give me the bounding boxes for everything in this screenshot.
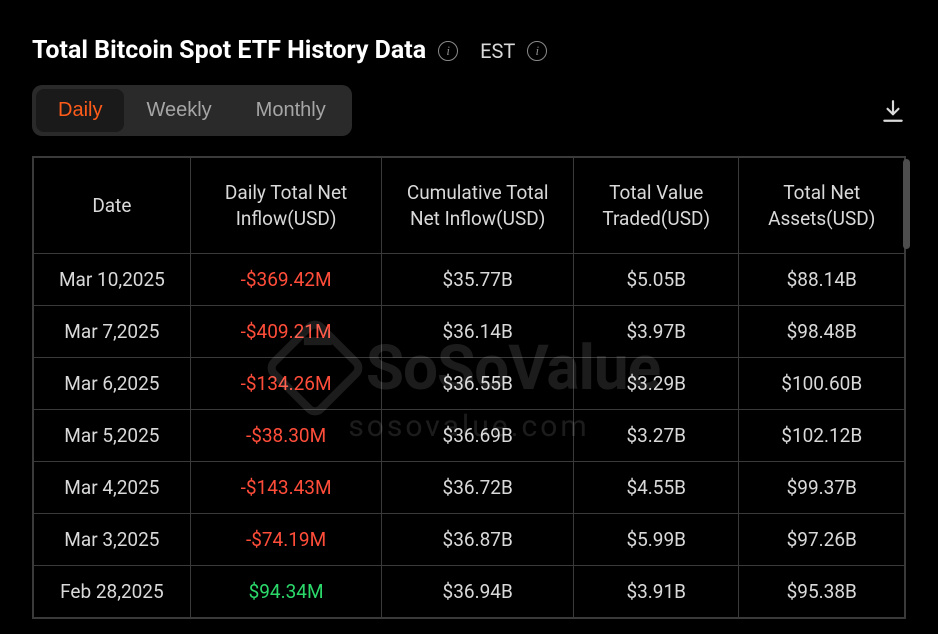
col-header: Daily Total Net Inflow(USD) — [190, 158, 382, 254]
table-row: Mar 6,2025-$134.26M$36.55B$3.29B$100.60B — [34, 358, 905, 410]
table-cell: $36.72B — [382, 462, 574, 514]
page-title: Total Bitcoin Spot ETF History Data — [32, 36, 426, 65]
table-cell: -$369.42M — [190, 254, 382, 306]
tab-monthly[interactable]: Monthly — [234, 89, 348, 132]
table-cell: Mar 6,2025 — [34, 358, 191, 410]
table-cell: -$143.43M — [190, 462, 382, 514]
table-row: Mar 7,2025-$409.21M$36.14B$3.97B$98.48B — [34, 306, 905, 358]
timezone-info-icon[interactable]: i — [527, 41, 547, 61]
table-cell: $4.55B — [573, 462, 738, 514]
table-cell: $100.60B — [739, 358, 905, 410]
col-header: Date — [34, 158, 191, 254]
table-cell: $94.34M — [190, 566, 382, 618]
table-body: Mar 10,2025-$369.42M$35.77B$5.05B$88.14B… — [34, 254, 905, 618]
table-cell: $3.29B — [573, 358, 738, 410]
table-row: Mar 3,2025-$74.19M$36.87B$5.99B$97.26B — [34, 514, 905, 566]
table-header-row: DateDaily Total Net Inflow(USD)Cumulativ… — [34, 158, 905, 254]
period-tabs: DailyWeeklyMonthly — [32, 85, 352, 136]
table-cell: $5.05B — [573, 254, 738, 306]
tab-weekly[interactable]: Weekly — [124, 89, 233, 132]
table-cell: -$409.21M — [190, 306, 382, 358]
table-cell: Mar 3,2025 — [34, 514, 191, 566]
col-header: Total Net Assets(USD) — [739, 158, 905, 254]
table-cell: $36.94B — [382, 566, 574, 618]
table-cell: Mar 4,2025 — [34, 462, 191, 514]
table-container: DateDaily Total Net Inflow(USD)Cumulativ… — [32, 156, 906, 619]
table-cell: -$38.30M — [190, 410, 382, 462]
info-icon[interactable]: i — [438, 41, 458, 61]
table-head: DateDaily Total Net Inflow(USD)Cumulativ… — [34, 158, 905, 254]
table-cell: $5.99B — [573, 514, 738, 566]
table-cell: $36.87B — [382, 514, 574, 566]
table-cell: $3.97B — [573, 306, 738, 358]
table-row: Mar 10,2025-$369.42M$35.77B$5.05B$88.14B — [34, 254, 905, 306]
etf-history-table: DateDaily Total Net Inflow(USD)Cumulativ… — [33, 157, 905, 618]
table-cell: $36.69B — [382, 410, 574, 462]
table-row: Mar 4,2025-$143.43M$36.72B$4.55B$99.37B — [34, 462, 905, 514]
table-cell: $98.48B — [739, 306, 905, 358]
table-cell: $88.14B — [739, 254, 905, 306]
tab-daily[interactable]: Daily — [36, 89, 124, 132]
table-cell: Mar 7,2025 — [34, 306, 191, 358]
table-cell: Mar 5,2025 — [34, 410, 191, 462]
table-row: Feb 28,2025$94.34M$36.94B$3.91B$95.38B — [34, 566, 905, 618]
table-cell: -$134.26M — [190, 358, 382, 410]
table-cell: -$74.19M — [190, 514, 382, 566]
col-header: Cumulative Total Net Inflow(USD) — [382, 158, 574, 254]
table-cell: $35.77B — [382, 254, 574, 306]
scrollbar-thumb[interactable] — [903, 159, 910, 249]
controls: DailyWeeklyMonthly — [0, 85, 938, 156]
table-cell: $36.14B — [382, 306, 574, 358]
timezone-label: EST — [480, 39, 515, 63]
download-icon — [880, 98, 906, 124]
download-button[interactable] — [880, 98, 906, 124]
header: Total Bitcoin Spot ETF History Data i ES… — [0, 0, 938, 85]
table-cell: $3.91B — [573, 566, 738, 618]
table-cell: Feb 28,2025 — [34, 566, 191, 618]
table-cell: $36.55B — [382, 358, 574, 410]
table-cell: $95.38B — [739, 566, 905, 618]
table-cell: $3.27B — [573, 410, 738, 462]
col-header: Total Value Traded(USD) — [573, 158, 738, 254]
table-cell: Mar 10,2025 — [34, 254, 191, 306]
table-row: Mar 5,2025-$38.30M$36.69B$3.27B$102.12B — [34, 410, 905, 462]
table-cell: $97.26B — [739, 514, 905, 566]
table-cell: $102.12B — [739, 410, 905, 462]
table-cell: $99.37B — [739, 462, 905, 514]
